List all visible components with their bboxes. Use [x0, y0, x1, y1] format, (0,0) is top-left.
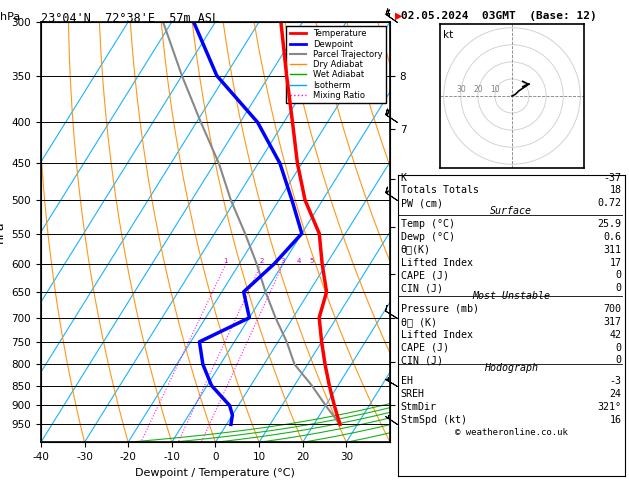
Text: Lifted Index: Lifted Index [401, 258, 472, 267]
Text: 02.05.2024  03GMT  (Base: 12): 02.05.2024 03GMT (Base: 12) [401, 11, 597, 21]
Text: SREH: SREH [401, 389, 425, 399]
Text: StmDir: StmDir [401, 402, 437, 412]
Text: Temp (°C): Temp (°C) [401, 219, 455, 229]
Text: 0: 0 [615, 283, 621, 293]
Text: 25.9: 25.9 [598, 219, 621, 229]
Text: Pressure (mb): Pressure (mb) [401, 304, 479, 314]
Text: © weatheronline.co.uk: © weatheronline.co.uk [455, 428, 567, 436]
Text: kt: kt [443, 30, 454, 40]
Text: θᴄ (K): θᴄ (K) [401, 317, 437, 327]
Text: 700: 700 [603, 304, 621, 314]
Text: K: K [401, 173, 407, 183]
Text: Most Unstable: Most Unstable [472, 291, 550, 301]
Text: 317: 317 [603, 317, 621, 327]
Text: θᴄ(K): θᴄ(K) [401, 244, 431, 255]
Y-axis label: km
ASL: km ASL [409, 222, 431, 243]
Text: -3: -3 [610, 376, 621, 386]
Text: -37: -37 [603, 173, 621, 183]
Text: Hodograph: Hodograph [484, 363, 538, 373]
Text: 321°: 321° [598, 402, 621, 412]
Text: 311: 311 [603, 244, 621, 255]
Text: 42: 42 [610, 330, 621, 340]
Text: 0.6: 0.6 [603, 232, 621, 242]
Text: Dewp (°C): Dewp (°C) [401, 232, 455, 242]
Text: 1: 1 [224, 258, 228, 264]
Text: 17: 17 [610, 258, 621, 267]
Text: PW (cm): PW (cm) [401, 198, 443, 208]
Text: 0: 0 [615, 355, 621, 365]
Text: 30: 30 [456, 85, 465, 94]
Text: 4: 4 [297, 258, 301, 264]
Text: CAPE (J): CAPE (J) [401, 270, 448, 280]
Text: ▶: ▶ [395, 11, 403, 21]
Text: 10: 10 [490, 85, 500, 94]
Text: 16: 16 [610, 415, 621, 425]
Text: 0: 0 [615, 343, 621, 352]
Text: 20: 20 [473, 85, 482, 94]
Text: 2: 2 [259, 258, 264, 264]
Text: StmSpd (kt): StmSpd (kt) [401, 415, 467, 425]
Text: hPa: hPa [0, 12, 20, 22]
Text: 0: 0 [615, 270, 621, 280]
Legend: Temperature, Dewpoint, Parcel Trajectory, Dry Adiabat, Wet Adiabat, Isotherm, Mi: Temperature, Dewpoint, Parcel Trajectory… [286, 26, 386, 103]
Text: 0.72: 0.72 [598, 198, 621, 208]
Text: CAPE (J): CAPE (J) [401, 343, 448, 352]
Text: Mixing Ratio (g/kg): Mixing Ratio (g/kg) [448, 240, 457, 325]
Text: Lifted Index: Lifted Index [401, 330, 472, 340]
Text: 18: 18 [610, 185, 621, 195]
Text: CIN (J): CIN (J) [401, 283, 443, 293]
Text: 5: 5 [310, 258, 314, 264]
Text: CIN (J): CIN (J) [401, 355, 443, 365]
Text: Totals Totals: Totals Totals [401, 185, 479, 195]
Text: 3: 3 [281, 258, 286, 264]
Y-axis label: hPa: hPa [0, 221, 6, 243]
X-axis label: Dewpoint / Temperature (°C): Dewpoint / Temperature (°C) [135, 468, 296, 478]
Text: 24: 24 [610, 389, 621, 399]
Text: Surface: Surface [490, 206, 532, 216]
Text: 23°04'N  72°38'E  57m ASL: 23°04'N 72°38'E 57m ASL [41, 12, 219, 25]
Text: EH: EH [401, 376, 413, 386]
